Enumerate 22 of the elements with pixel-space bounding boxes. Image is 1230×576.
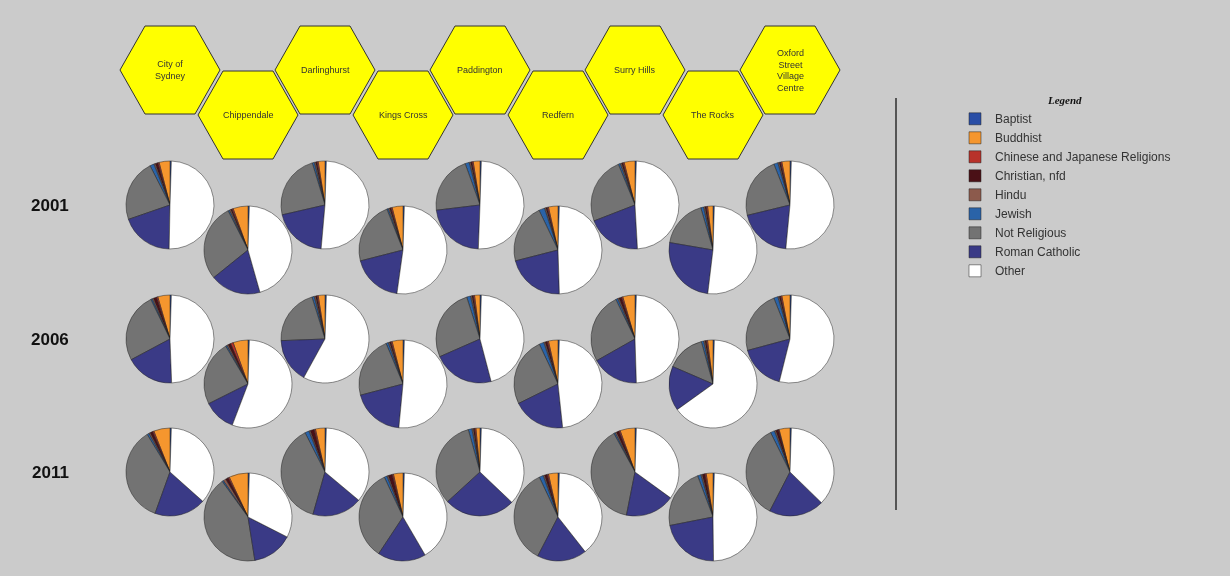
chart-title: Redfern <box>541 110 574 120</box>
text: 2011 <box>32 463 69 482</box>
legend-label: Roman Catholic <box>995 245 1081 260</box>
legend-label: Christian, nfd <box>995 169 1066 184</box>
legend-label: Other <box>995 264 1026 279</box>
text: 2001 <box>31 196 69 215</box>
chart-title: Paddington <box>457 65 503 75</box>
legend-label: Baptist <box>995 112 1033 127</box>
chart-title: Surry Hills <box>614 65 656 75</box>
chart-title: Kings Cross <box>378 110 428 120</box>
text: 2006 <box>31 329 69 349</box>
legend-label: Not Religious <box>995 226 1067 241</box>
legend-label: Buddhist <box>995 131 1043 146</box>
legend-label: Chinese and Japanese Religions <box>995 150 1171 165</box>
chart-title: The Rocks <box>690 110 735 120</box>
legend-label: Jewish <box>995 207 1032 222</box>
chart-title: Oxford Street Village Centre <box>777 48 805 94</box>
legend-title: Legend <box>1046 94 1083 107</box>
chart-title: Darlinghurst <box>301 65 351 75</box>
chart-title: City of Sydney <box>155 59 186 81</box>
legend-label: Hindu <box>995 188 1027 203</box>
chart-title: Chippendale <box>222 110 274 120</box>
